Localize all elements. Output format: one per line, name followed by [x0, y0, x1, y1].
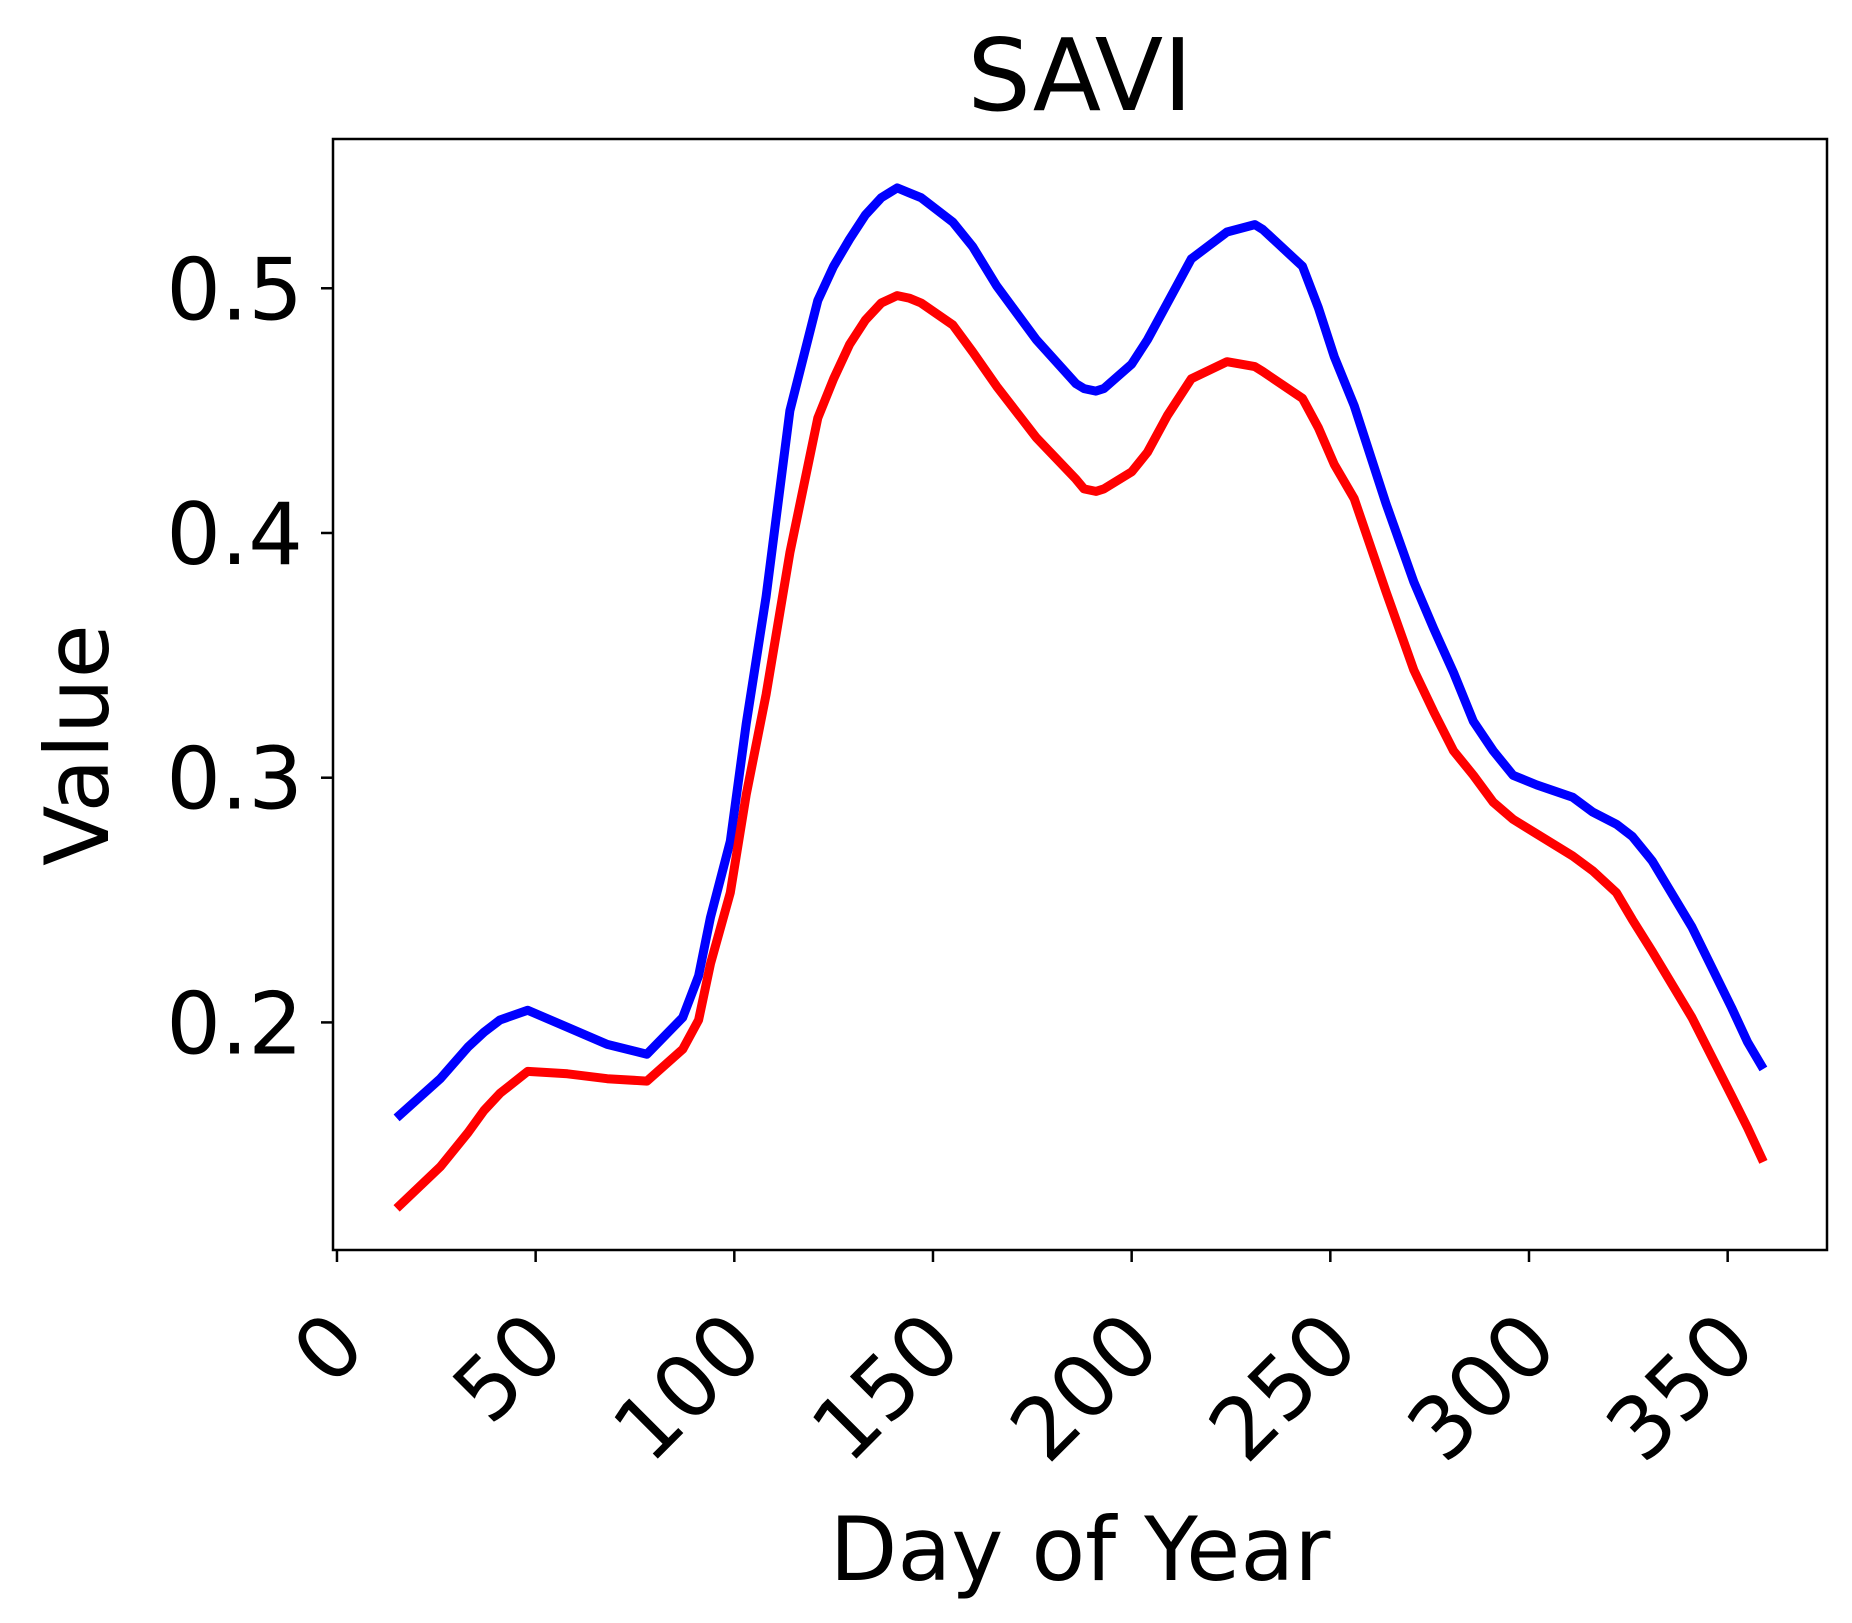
y-tick-label: 0.4: [166, 485, 303, 585]
y-axis: 0.2 0.3 0.4 0.5: [166, 240, 333, 1074]
series-line-1: [393, 183, 1768, 1122]
series-line-2: [393, 291, 1768, 1212]
series-layer: [393, 183, 1768, 1212]
x-axis-label: Day of Year: [830, 1498, 1332, 1601]
plot-frame: [331, 137, 1829, 1252]
y-tick-label: 0.3: [166, 730, 303, 830]
y-tick-label: 0.5: [166, 240, 303, 340]
chart-title: SAVI: [967, 17, 1192, 134]
y-axis-label: Value: [26, 624, 129, 866]
y-tick-label: 0.2: [166, 974, 303, 1074]
